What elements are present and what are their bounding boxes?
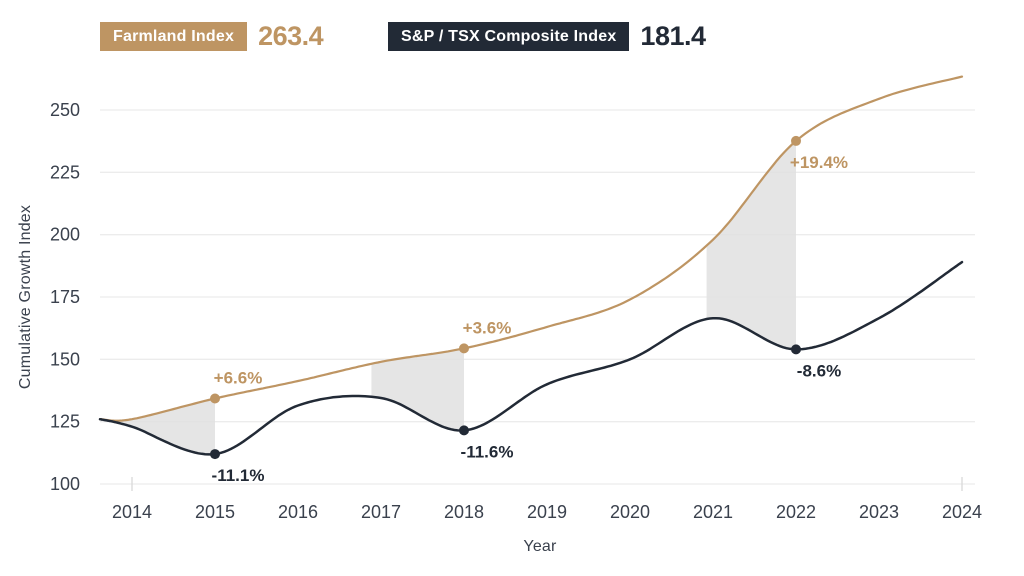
farmland-point-2022 (791, 135, 801, 146)
y-tick-label-125: 125 (50, 412, 80, 432)
x-tick-label-2016: 2016 (278, 502, 318, 522)
legend-item-farmland: Farmland Index 263.4 (100, 21, 324, 52)
farmland-point-2018 (459, 343, 469, 354)
x-tick-label-2017: 2017 (361, 502, 401, 522)
farmland-point-2015 (210, 393, 220, 404)
annotation-2015-farmland: +6.6% (214, 368, 263, 387)
farmland-index-value: 263.4 (258, 21, 324, 51)
y-tick-label-250: 250 (50, 100, 80, 120)
divergence-band-1 (100, 398, 215, 455)
x-tick-label-2023: 2023 (859, 502, 899, 522)
y-tick-label-100: 100 (50, 474, 80, 494)
annotation-2022-farmland: +19.4% (790, 153, 848, 172)
legend-item-tsx: S&P / TSX Composite Index 181.4 (388, 21, 706, 52)
tsx-point-2018 (459, 425, 469, 436)
y-tick-label-225: 225 (50, 162, 80, 182)
y-tick-label-150: 150 (50, 349, 80, 369)
x-tick-label-2019: 2019 (527, 502, 567, 522)
divergence-band-3 (706, 140, 796, 350)
x-tick-label-2022: 2022 (776, 502, 816, 522)
farmland-index-badge: Farmland Index (100, 22, 248, 51)
x-tick-label-2020: 2020 (610, 502, 650, 522)
x-tick-label-2014: 2014 (112, 502, 152, 522)
tsx-line (98, 260, 964, 456)
x-tick-label-2024: 2024 (942, 502, 982, 522)
tsx-index-badge: S&P / TSX Composite Index (388, 22, 630, 51)
tsx-index-value: 181.4 (640, 21, 706, 51)
farmland-line (98, 75, 964, 422)
x-tick-label-2021: 2021 (693, 502, 733, 522)
y-tick-label-200: 200 (50, 225, 80, 245)
divergence-band-2 (371, 348, 464, 431)
x-axis-title: Year (523, 538, 557, 555)
annotation-2018-farmland: +3.6% (463, 318, 512, 337)
tsx-point-2022 (791, 344, 801, 355)
annotation-2022-tsx: -8.6% (797, 361, 841, 380)
annotation-2015-tsx: -11.1% (212, 466, 265, 485)
x-tick-label-2018: 2018 (444, 502, 484, 522)
tsx-point-2015 (210, 449, 220, 460)
annotation-2018-tsx: -11.6% (461, 442, 514, 461)
y-tick-label-175: 175 (50, 287, 80, 307)
x-tick-label-2015: 2015 (195, 502, 235, 522)
